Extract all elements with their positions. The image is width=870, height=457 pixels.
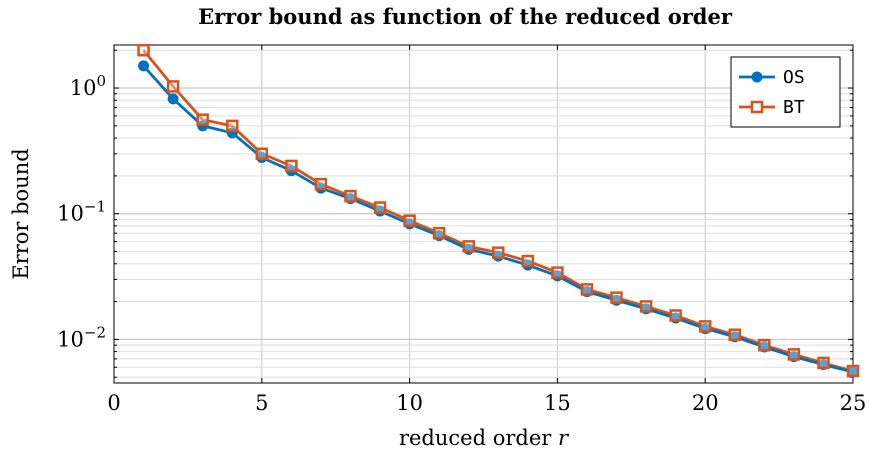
legend-label-bt: BT: [783, 97, 805, 118]
x-axis-label: reduced order r: [399, 426, 570, 450]
ticks: 0 5 10 15 20 25 100 10−1 10−2: [57, 45, 866, 415]
data-point-bt: [521, 254, 535, 268]
data-point-bt: [373, 201, 387, 214]
data-point-bt: [285, 159, 298, 173]
data-point-bt: [166, 80, 180, 93]
data-point-bt: [551, 266, 564, 279]
data-point-bt: [492, 246, 505, 259]
legend-marker-bt: [750, 100, 764, 114]
data-point-bt: [846, 364, 860, 378]
x-tick-label: 10: [396, 391, 423, 415]
data-point-bt: [639, 300, 653, 313]
legend: OS BT: [730, 56, 841, 128]
data-point-bt: [344, 189, 357, 203]
data-point-bt: [787, 348, 801, 361]
data-point-bt: [817, 356, 830, 370]
data-point-bt: [225, 119, 239, 133]
grid: [114, 45, 853, 383]
data-point-bt: [255, 147, 269, 161]
data-point-bt: [137, 43, 150, 57]
y-tick-label: 100: [70, 72, 106, 100]
series-layer: [137, 43, 860, 378]
data-point-bt: [580, 283, 594, 296]
data-point-bt: [462, 240, 475, 253]
x-tick-label: 0: [107, 391, 120, 415]
data-point-bt: [314, 177, 328, 191]
y-tick-label: 10−1: [57, 198, 106, 226]
data-point-bt: [669, 309, 682, 322]
x-tick-label: 5: [255, 391, 268, 415]
data-point-bt: [610, 291, 623, 304]
markers-bt: [137, 43, 860, 378]
x-tick-label: 25: [840, 391, 867, 415]
chart-title: Error bound as function of the reduced o…: [198, 4, 732, 29]
data-point-bt: [758, 338, 771, 352]
legend-label-os: OS: [783, 67, 805, 88]
x-tick-label: 15: [544, 391, 571, 415]
data-point-bt: [698, 320, 712, 333]
data-point-bt: [196, 113, 209, 126]
x-tick-label: 20: [692, 391, 719, 415]
data-point-bt: [728, 328, 742, 341]
legend-box: [730, 56, 841, 128]
data-point-os: [167, 93, 179, 105]
data-point-os: [138, 60, 150, 72]
legend-marker-os: [751, 71, 763, 83]
y-axis-label: Error bound: [9, 148, 33, 279]
y-tick-label: 10−2: [57, 323, 106, 351]
data-point-bt: [432, 226, 446, 240]
data-point-bt: [403, 214, 416, 227]
